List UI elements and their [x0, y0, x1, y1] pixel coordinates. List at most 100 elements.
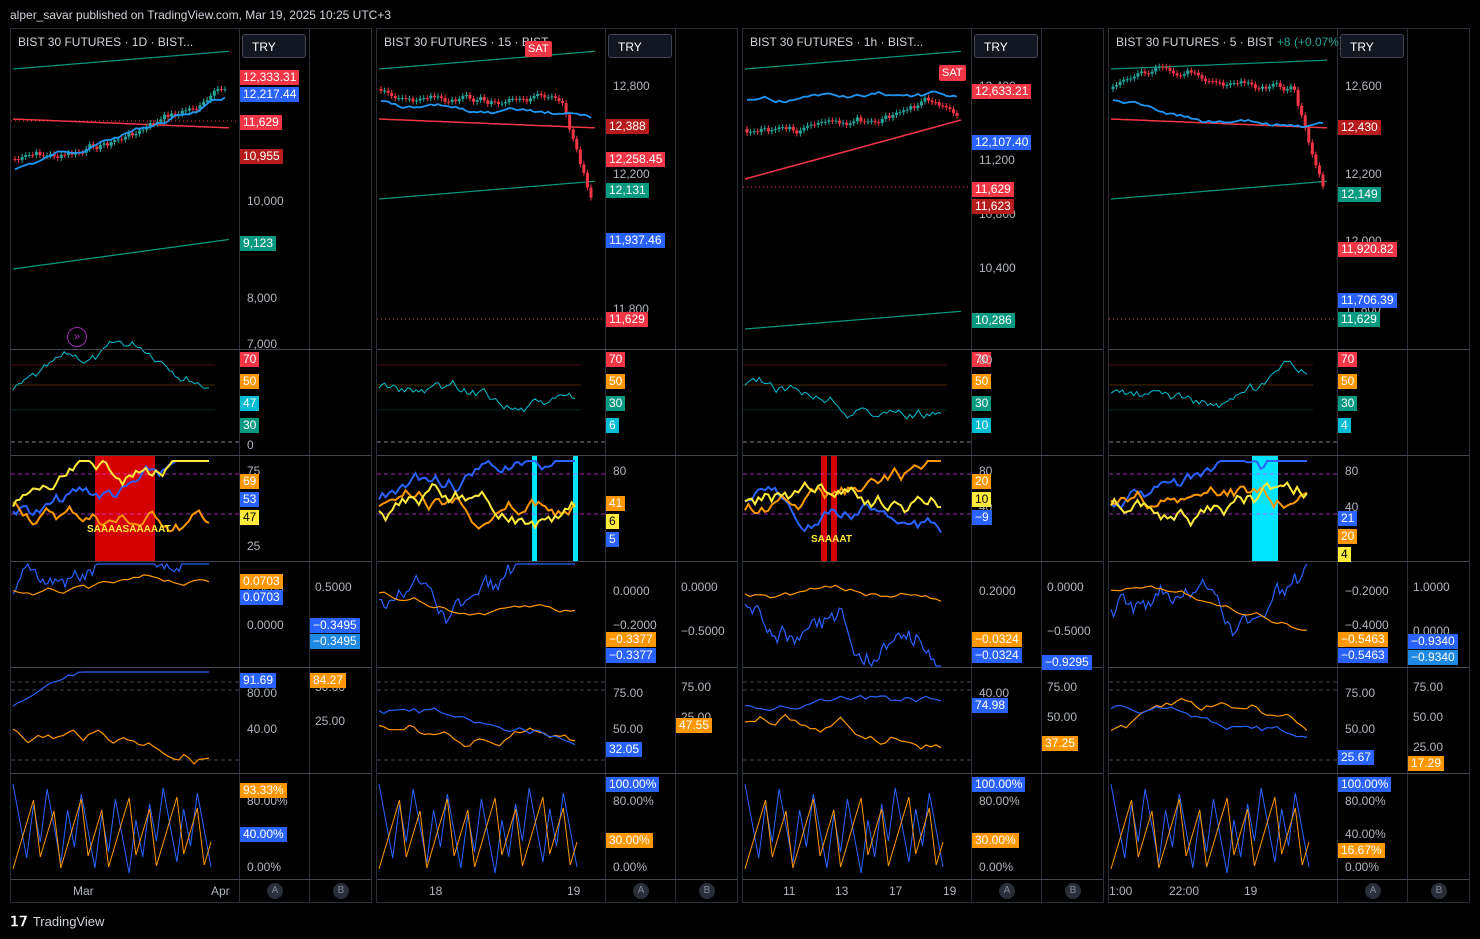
- pane-separator[interactable]: [743, 349, 1103, 350]
- candle-body: [52, 154, 56, 157]
- chart-canvas[interactable]: [1109, 29, 1470, 903]
- rsi-level-label: 47: [240, 396, 260, 411]
- candle-body: [912, 106, 916, 109]
- candle-body: [1282, 86, 1286, 91]
- candle-body: [830, 120, 834, 122]
- panel-title[interactable]: BIST 30 FUTURES · 1D · BIST...: [18, 35, 193, 49]
- panel-title[interactable]: BIST 30 FUTURES · 1h · BIST...: [750, 35, 923, 49]
- percent-line-b: [744, 796, 944, 870]
- candle-body: [845, 122, 849, 126]
- percent-axis-tick: 80.00%: [979, 794, 1020, 808]
- candle-body: [827, 120, 831, 122]
- pane-separator[interactable]: [377, 773, 737, 774]
- pane-separator[interactable]: [1109, 773, 1469, 774]
- candle-body: [564, 103, 568, 115]
- panel-title[interactable]: BIST 30 FUTURES · 15 · BIST: [384, 35, 548, 49]
- pane-separator[interactable]: [1109, 561, 1469, 562]
- time-axis-label[interactable]: 19: [1244, 884, 1258, 898]
- chart-panel-1[interactable]: BIST 30 FUTURES · 1D · BIST... TRY 10,000 8…: [10, 28, 372, 903]
- percent-value-label: 100.00%: [972, 777, 1026, 792]
- chart-canvas[interactable]: [743, 29, 1104, 903]
- time-axis-label[interactable]: 1:00: [1109, 884, 1133, 898]
- scale-button-b[interactable]: B: [699, 883, 715, 899]
- macd-axis-tick: 0.2000: [979, 584, 1016, 598]
- candle-body: [898, 112, 902, 114]
- time-axis-label[interactable]: Apr: [211, 884, 230, 898]
- candle-body: [379, 89, 383, 91]
- time-axis-label[interactable]: 11: [783, 884, 796, 898]
- candle-body: [1164, 67, 1168, 69]
- pane-separator[interactable]: [11, 773, 371, 774]
- candle-body: [1204, 78, 1208, 82]
- time-axis-label[interactable]: 19: [943, 884, 957, 898]
- percent-axis-tick: 80.00%: [1345, 794, 1386, 808]
- candle-body: [802, 127, 806, 131]
- pane-separator[interactable]: [11, 561, 371, 562]
- footer-brand-label: TradingView: [32, 914, 105, 929]
- footer-brand[interactable]: 𝟣𝟩 TradingView: [10, 913, 104, 930]
- scale-button-a[interactable]: A: [1365, 883, 1381, 899]
- oscillator-value-label: 5: [606, 532, 619, 547]
- pane-separator[interactable]: [743, 879, 1103, 880]
- pane-separator[interactable]: [377, 349, 737, 350]
- price-label: 11,706.39: [1338, 293, 1397, 308]
- pane-separator[interactable]: [377, 879, 737, 880]
- candle-body: [383, 90, 387, 92]
- time-axis-label[interactable]: 22:00: [1169, 884, 1200, 898]
- price-axis-tick: 12,200: [1345, 166, 1382, 181]
- pane-separator[interactable]: [1109, 879, 1469, 880]
- chart-panel-2[interactable]: BIST 30 FUTURES · 15 · BIST TRY SAT 12,800 1…: [376, 28, 738, 903]
- chart-panel-4[interactable]: BIST 30 FUTURES · 5 · BIST +8 (+0.07%) TR…: [1108, 28, 1470, 903]
- scale-button-a[interactable]: A: [267, 883, 283, 899]
- currency-button[interactable]: TRY: [242, 34, 306, 58]
- chart-canvas[interactable]: [11, 29, 372, 903]
- chart-canvas[interactable]: [377, 29, 738, 903]
- time-axis-label[interactable]: 18: [429, 884, 443, 898]
- scale-button-b[interactable]: B: [333, 883, 349, 899]
- candle-body: [578, 149, 582, 165]
- candle-body: [34, 151, 38, 156]
- pane-separator[interactable]: [743, 561, 1103, 562]
- currency-button[interactable]: TRY: [974, 34, 1038, 58]
- candle-body: [1278, 83, 1282, 87]
- time-axis-label[interactable]: 19: [567, 884, 581, 898]
- scale-button-b[interactable]: B: [1065, 883, 1081, 899]
- pane-separator[interactable]: [1109, 667, 1469, 668]
- rsi-level-label: 70: [240, 352, 260, 367]
- scale-button-a[interactable]: A: [999, 883, 1015, 899]
- price-label: 12,633.21: [972, 84, 1032, 99]
- pane-separator[interactable]: [11, 667, 371, 668]
- time-axis-label[interactable]: 17: [889, 884, 903, 898]
- candle-body: [31, 154, 35, 156]
- candle-body: [777, 127, 781, 130]
- time-axis-label[interactable]: Mar: [73, 884, 94, 898]
- rsi-level-label: 70: [606, 352, 626, 367]
- pane-separator[interactable]: [11, 879, 371, 880]
- percent-line-a: [378, 783, 578, 874]
- chart-panel-3[interactable]: BIST 30 FUTURES · 1h · BIST...TRYSAT12,4…: [742, 28, 1104, 903]
- pane-separator[interactable]: [743, 773, 1103, 774]
- time-axis-label[interactable]: 13: [835, 884, 849, 898]
- currency-button[interactable]: TRY: [1340, 34, 1404, 58]
- pane-separator[interactable]: [377, 455, 737, 456]
- candle-body: [891, 115, 895, 118]
- candle-body: [393, 96, 397, 99]
- candle-body: [141, 129, 145, 131]
- pane-separator[interactable]: [11, 455, 371, 456]
- replay-icon[interactable]: »: [67, 327, 87, 347]
- price-label: 12,107.40: [972, 135, 1032, 150]
- pane-separator[interactable]: [377, 667, 737, 668]
- scale-button-b[interactable]: B: [1431, 883, 1447, 899]
- pane-separator[interactable]: [11, 349, 371, 350]
- pane-separator[interactable]: [743, 455, 1103, 456]
- pane-separator[interactable]: [1109, 349, 1469, 350]
- scale-button-a[interactable]: A: [633, 883, 649, 899]
- panel-title[interactable]: BIST 30 FUTURES · 5 · BIST +8 (+0.07%): [1116, 35, 1343, 49]
- pane-separator[interactable]: [1109, 455, 1469, 456]
- candle-body: [1314, 154, 1318, 166]
- pane-separator[interactable]: [743, 667, 1103, 668]
- currency-button[interactable]: TRY: [608, 34, 672, 58]
- candle-body: [1186, 70, 1190, 75]
- pane-separator[interactable]: [377, 561, 737, 562]
- candle-body: [1172, 70, 1176, 74]
